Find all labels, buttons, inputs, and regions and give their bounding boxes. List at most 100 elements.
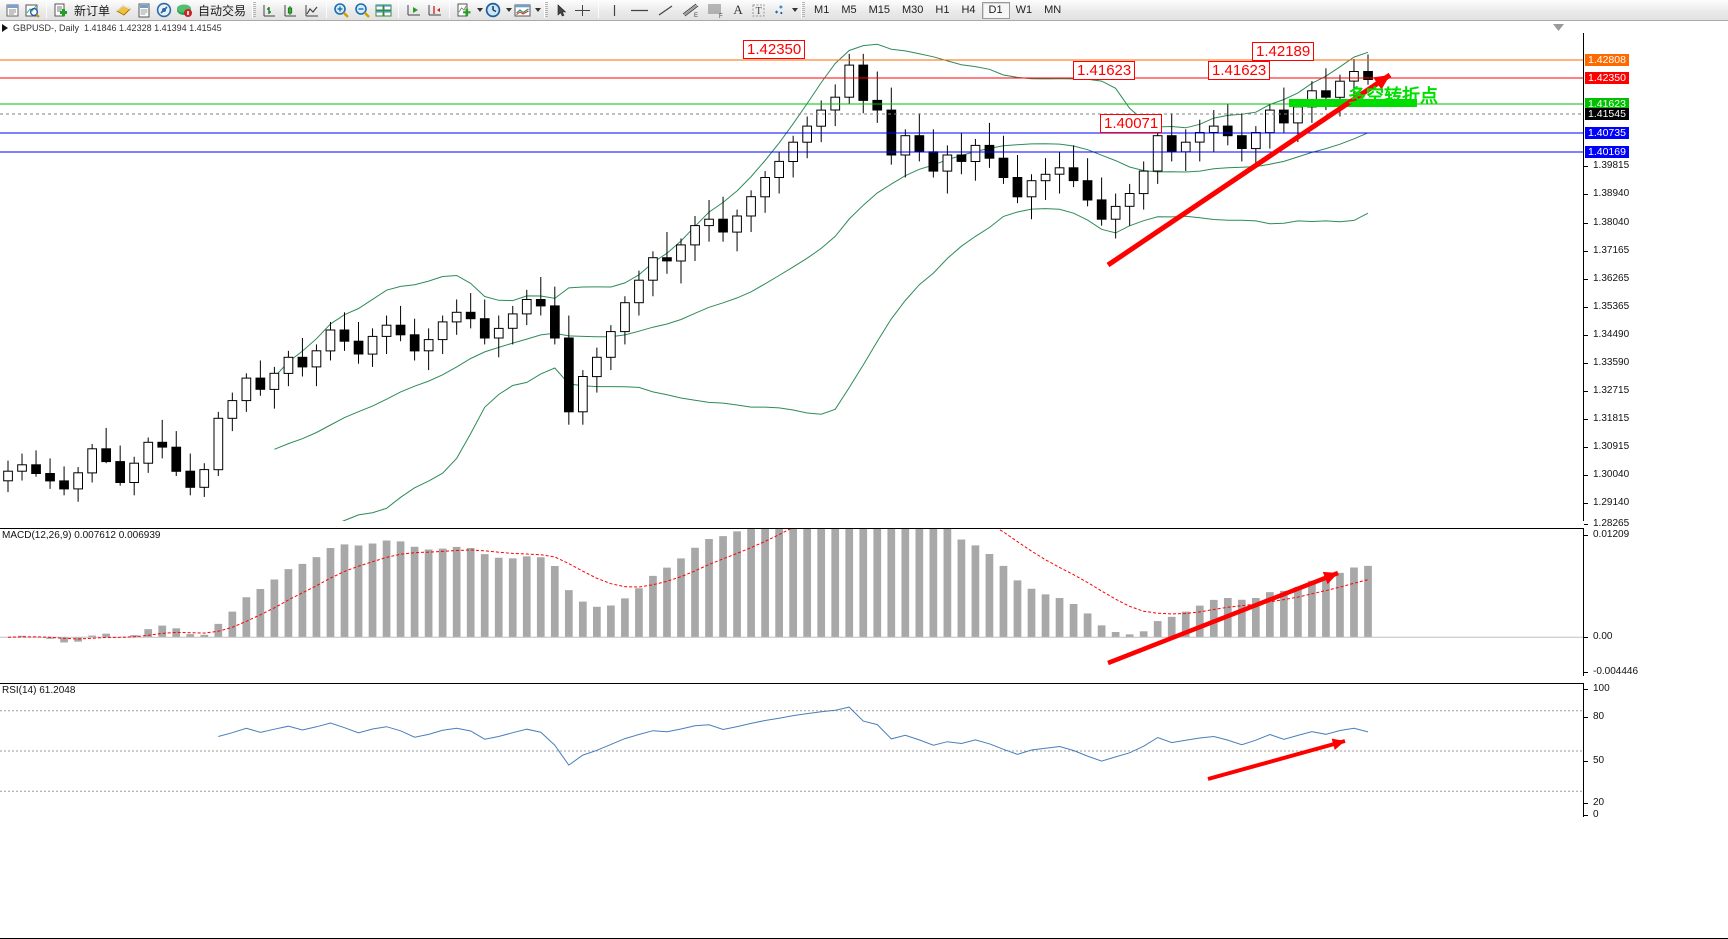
resistance-zone-rect[interactable] xyxy=(1289,99,1417,107)
candlestick xyxy=(269,366,280,409)
timeframe-m1[interactable]: M1 xyxy=(814,4,830,16)
symbol-bar: GBPUSD-, Daily 1.41846 1.42328 1.41394 1… xyxy=(0,22,1728,33)
candlestick xyxy=(311,344,322,387)
text-label-icon[interactable]: A xyxy=(733,2,743,17)
price-tick-label: 1.37165 xyxy=(1593,245,1630,256)
chart-area[interactable]: 1.42808 1.42350 1.41623 1.41545 1.40735 1.401… xyxy=(0,24,1728,939)
candlestick xyxy=(479,299,490,345)
indicators-icon[interactable] xyxy=(454,1,475,20)
timeframe-h4[interactable]: H4 xyxy=(961,4,976,16)
terminal-icon[interactable] xyxy=(2,1,22,20)
crosshair-icon[interactable] xyxy=(571,1,594,20)
chart-scroll-handle[interactable] xyxy=(1553,24,1564,31)
price-tick-label: 1.35365 xyxy=(1593,301,1630,312)
tile-windows-icon[interactable] xyxy=(373,1,394,20)
rsi-tick xyxy=(1584,689,1588,690)
trendline-arrow-rsi[interactable] xyxy=(1207,739,1346,781)
candlestick xyxy=(437,315,448,355)
price-badge-black[interactable]: 1.41545 xyxy=(1585,108,1629,120)
price-pane[interactable] xyxy=(0,24,1583,521)
candlestick xyxy=(1082,158,1093,207)
horizontal-line-icon[interactable] xyxy=(626,1,653,20)
timeframe-h1[interactable]: H1 xyxy=(935,4,950,16)
bar-chart-icon[interactable] xyxy=(259,1,280,20)
candlestick xyxy=(1237,113,1247,162)
period-dropdown-caret[interactable] xyxy=(506,8,513,12)
svg-text:T: T xyxy=(756,6,762,17)
period-icon[interactable] xyxy=(483,1,504,20)
trendline-arrow-rsi-head xyxy=(1331,738,1345,750)
candlestick xyxy=(1152,126,1163,184)
macd-title: MACD(12,26,9) 0.007612 0.006939 xyxy=(2,530,161,541)
fibonacci-icon[interactable]: F xyxy=(703,1,728,20)
trendline-arrow-macd[interactable] xyxy=(1107,570,1339,666)
price-badge-blue[interactable]: 1.40735 xyxy=(1585,127,1629,139)
candlestick-chart-icon[interactable] xyxy=(280,1,301,20)
chart-shift-icon[interactable] xyxy=(403,1,424,20)
objects-icon[interactable] xyxy=(769,1,790,20)
rsi-tick xyxy=(1584,815,1588,816)
price-badge-green[interactable]: 1.41623 xyxy=(1585,98,1629,110)
timeframe-m30[interactable]: M30 xyxy=(902,4,924,16)
expert-advisor-icon[interactable] xyxy=(113,1,134,20)
timeframe-mn[interactable]: MN xyxy=(1044,4,1062,16)
new-order-label[interactable]: 新订单 xyxy=(74,3,111,18)
candlestick xyxy=(73,467,84,502)
candlestick xyxy=(395,305,406,342)
auto-trading-icon[interactable] xyxy=(174,1,195,20)
toolbar-grip[interactable] xyxy=(252,2,257,18)
trendline-icon[interactable] xyxy=(653,1,678,20)
candlestick xyxy=(199,463,210,497)
data-window-icon[interactable] xyxy=(134,1,154,20)
price-tick xyxy=(1584,363,1588,364)
toolbar-grip-2[interactable] xyxy=(544,2,549,18)
candlestick xyxy=(928,129,939,178)
text-icon[interactable]: T xyxy=(748,1,769,20)
price-tick-label: 1.38040 xyxy=(1593,217,1630,228)
market-watch-icon[interactable] xyxy=(22,1,42,20)
symbol-label: GBPUSD-, Daily xyxy=(13,22,80,33)
candlestick xyxy=(774,151,784,194)
auto-trade-label[interactable]: 自动交易 xyxy=(198,3,247,18)
zoom-in-icon[interactable] xyxy=(331,1,352,20)
rsi-tick xyxy=(1584,803,1588,804)
timeframe-m15[interactable]: M15 xyxy=(868,4,890,16)
price-tick-label: 1.28265 xyxy=(1593,518,1630,529)
new-order-icon[interactable] xyxy=(51,1,71,20)
candlestick xyxy=(31,450,41,477)
trendline-arrow-main[interactable] xyxy=(1106,72,1392,268)
price-tick xyxy=(1584,447,1588,448)
candlestick xyxy=(409,318,420,361)
candlestick xyxy=(367,328,378,367)
candlestick xyxy=(1012,155,1023,204)
candlestick xyxy=(1110,193,1121,239)
rsi-pane[interactable]: RSI(14) 61.2048 xyxy=(0,683,1583,817)
price-tick xyxy=(1584,391,1588,392)
line-chart-icon[interactable] xyxy=(301,1,322,20)
macd-pane[interactable]: MACD(12,26,9) 0.007612 0.006939 xyxy=(0,528,1583,676)
price-tick-label: 1.30915 xyxy=(1593,441,1630,452)
price-tick xyxy=(1584,279,1588,280)
vertical-line-icon[interactable] xyxy=(603,1,626,20)
trendline-arrow-main-head xyxy=(1373,75,1390,90)
templates-dropdown-caret[interactable] xyxy=(535,8,542,12)
cursor-icon[interactable] xyxy=(551,1,571,20)
zoom-out-icon[interactable] xyxy=(352,1,373,20)
timeframe-w1[interactable]: W1 xyxy=(1015,4,1033,16)
candlestick xyxy=(620,296,630,345)
timeframe-d1[interactable]: D1 xyxy=(981,1,1010,19)
indicators-dropdown-caret[interactable] xyxy=(477,8,484,12)
timeframe-m5[interactable]: M5 xyxy=(841,4,857,16)
auto-scroll-icon[interactable] xyxy=(424,1,445,20)
price-badge-red[interactable]: 1.42350 xyxy=(1585,72,1629,84)
candlestick xyxy=(816,100,826,143)
objects-dropdown-caret[interactable] xyxy=(792,8,799,12)
equidistant-channel-icon[interactable]: E xyxy=(678,1,703,20)
price-badge-orange[interactable]: 1.42808 xyxy=(1585,54,1629,66)
toolbar-grip-3[interactable] xyxy=(801,2,806,18)
price-badge-blue[interactable]: 1.40169 xyxy=(1585,146,1629,158)
navigator-icon[interactable] xyxy=(154,1,174,20)
price-axis[interactable]: 1.42808 1.42350 1.41623 1.41545 1.40735 1.401… xyxy=(1583,33,1728,529)
toolbar-separator-4 xyxy=(449,2,451,18)
templates-icon[interactable] xyxy=(512,1,533,20)
